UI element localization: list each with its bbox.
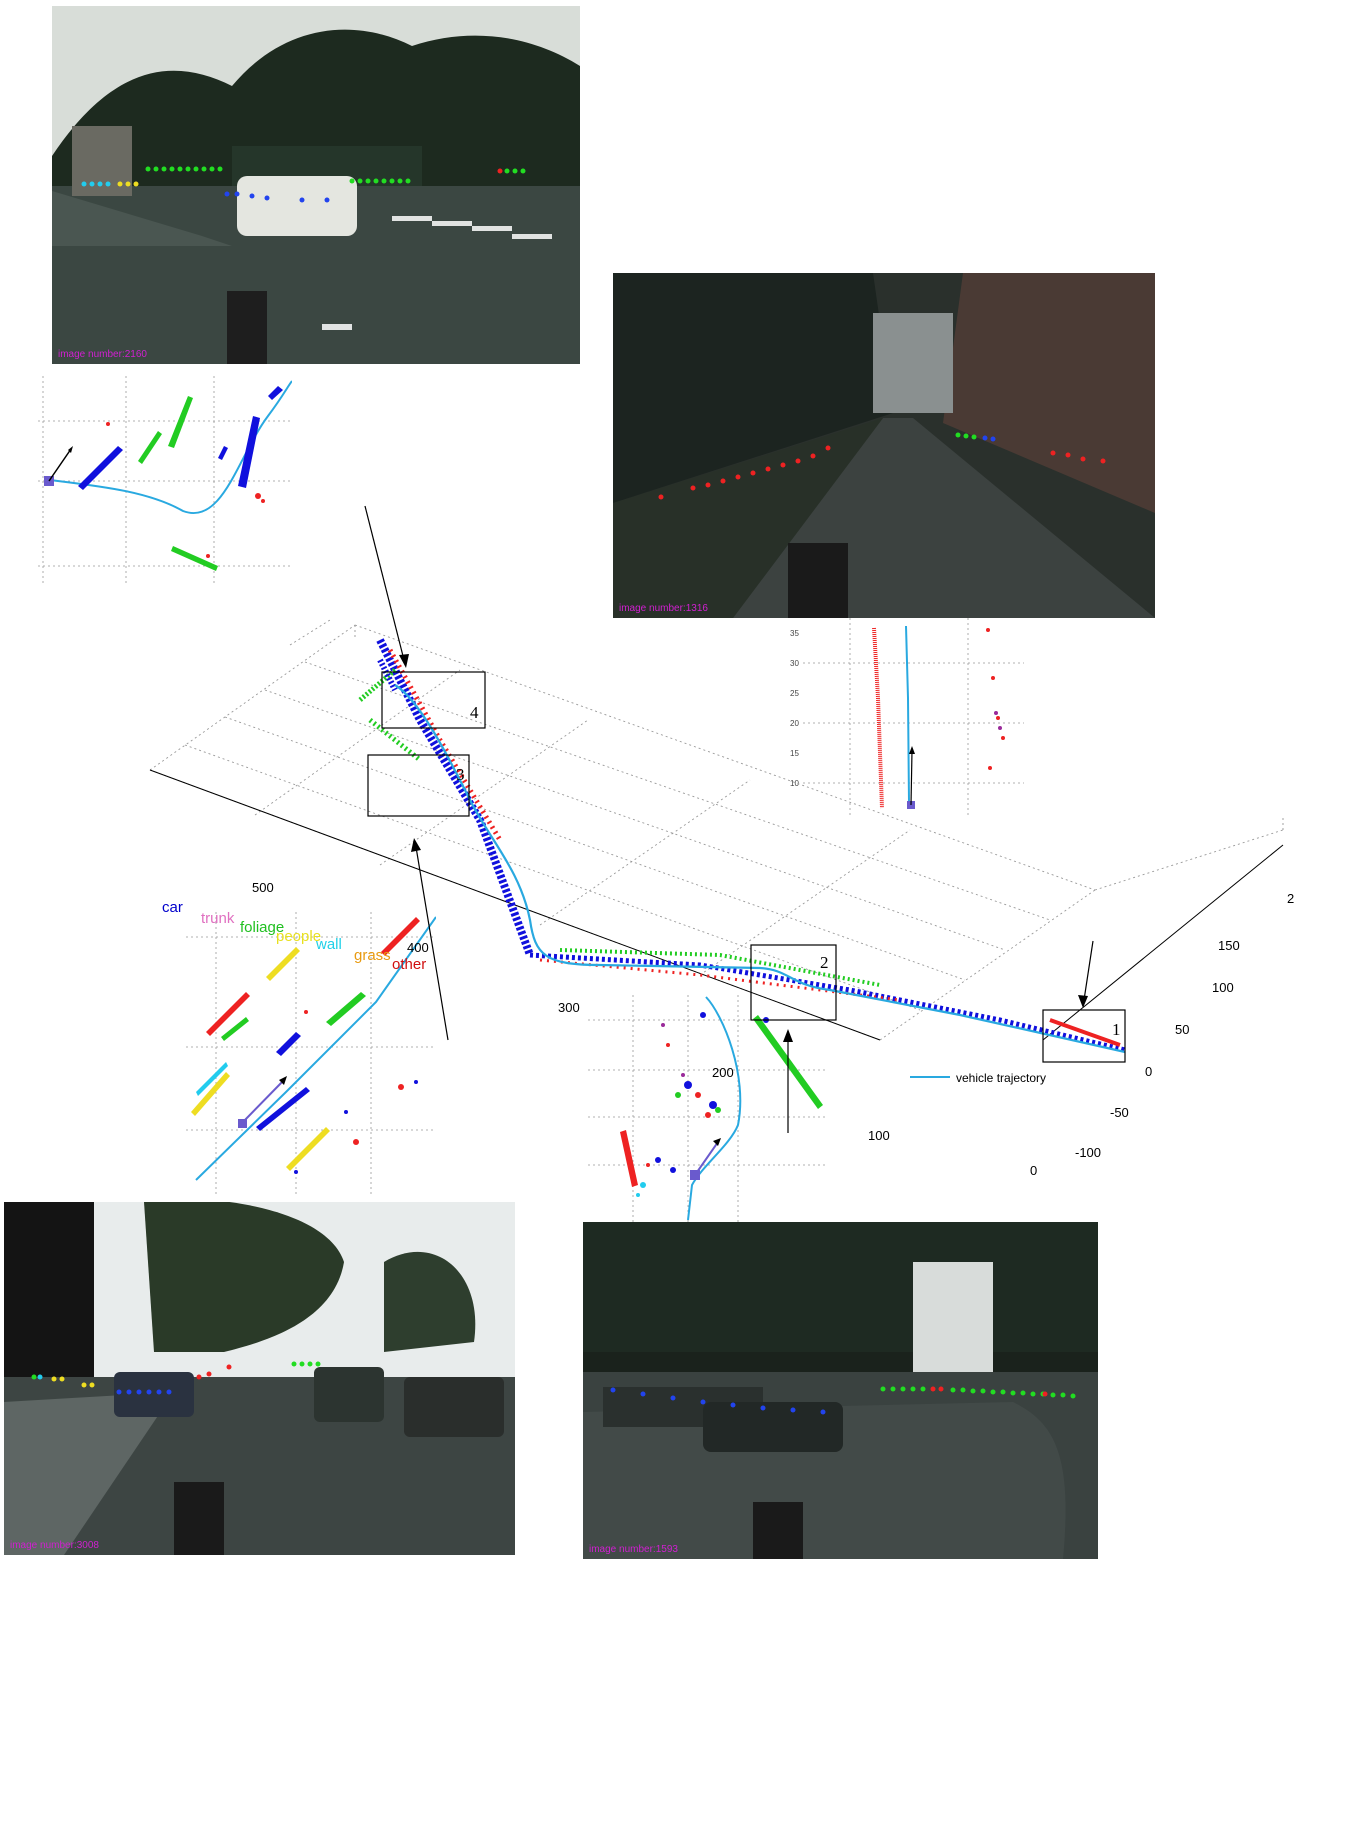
box-label-3: 3 (456, 765, 465, 784)
inset-y-tick: 15 (790, 749, 799, 758)
zoom-inset-box-1: 35 30 25 20 15 10 (788, 618, 1024, 816)
y-tick: -100 (1075, 1145, 1101, 1160)
zoom-inset-box-4 (38, 376, 292, 584)
camera-image-bottom-right: image number:1593 (583, 1222, 1098, 1559)
camera-image-top-right: image number:1316 (613, 273, 1155, 618)
camera-image-bottom-left: image number:3008 (4, 1202, 515, 1555)
region-box-4 (381, 671, 486, 729)
legend-car: car (162, 899, 183, 916)
y-tick: 150 (1218, 938, 1240, 953)
camera-image-top-left: image number:2160 (52, 6, 580, 364)
inset-y-tick: 25 (790, 689, 799, 698)
z-tick: 2 (1287, 891, 1294, 906)
x-tick: 0 (1030, 1163, 1037, 1178)
inset-y-tick: 30 (790, 659, 799, 668)
inset-y-tick: 20 (790, 719, 799, 728)
image-number-label: image number:1316 (619, 603, 708, 614)
image-number-label: image number:2160 (58, 349, 147, 360)
box-label-2: 2 (820, 953, 829, 972)
x-tick: 300 (558, 1000, 580, 1015)
trajectory-legend-label: vehicle trajectory (956, 1071, 1046, 1085)
x-tick: 100 (868, 1128, 890, 1143)
image-number-label: image number:3008 (10, 1540, 99, 1551)
inset-y-tick: 10 (790, 779, 799, 788)
box-label-1: 1 (1112, 1020, 1121, 1039)
y-tick: 100 (1212, 980, 1234, 995)
x-tick: 500 (252, 880, 274, 895)
box-label-4: 4 (470, 703, 479, 722)
zoom-inset-box-2 (588, 995, 828, 1223)
region-box-1 (1042, 1009, 1126, 1063)
y-tick: 50 (1175, 1022, 1189, 1037)
image-number-label: image number:1593 (589, 1544, 678, 1555)
y-tick: -50 (1110, 1105, 1129, 1120)
region-box-3 (367, 754, 470, 817)
y-tick: 0 (1145, 1064, 1152, 1079)
inset-y-tick: 35 (790, 629, 799, 638)
zoom-inset-box-3 (186, 912, 436, 1194)
